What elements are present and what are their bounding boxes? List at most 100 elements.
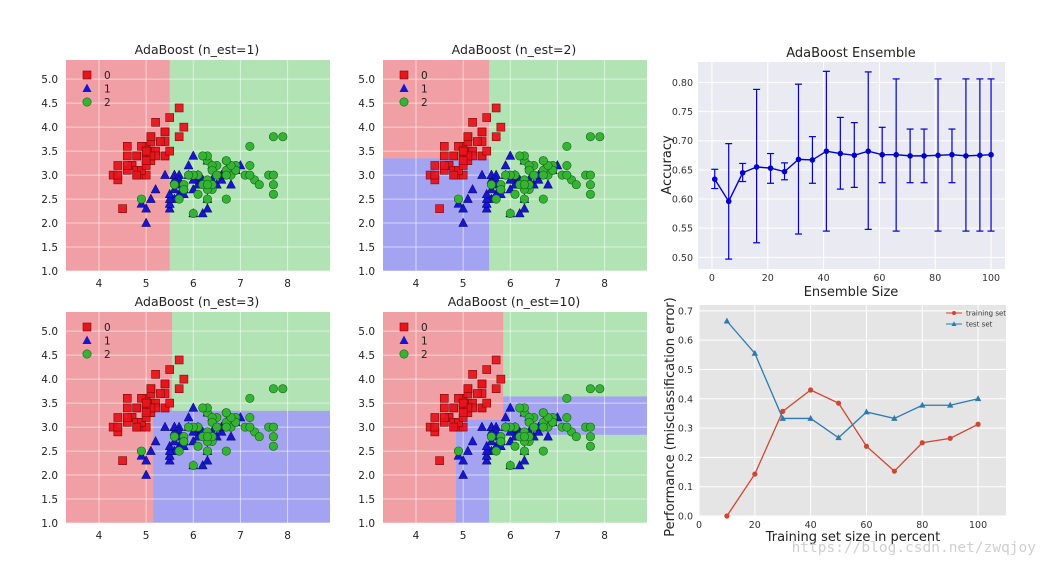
point-class-2 — [585, 189, 595, 199]
point-class-2 — [212, 170, 222, 180]
point-class-0 — [122, 394, 132, 403]
point-class-2 — [268, 441, 278, 451]
y-tick-label: 0.75 — [672, 107, 693, 118]
point-class-2 — [562, 422, 572, 432]
training-set-point — [919, 440, 925, 446]
test-set-point — [863, 408, 870, 415]
point-class-0 — [430, 413, 440, 422]
point-class-1 — [164, 455, 175, 465]
y-tick-label: 4.5 — [358, 98, 375, 110]
point-class-2 — [221, 170, 231, 180]
point-class-0 — [174, 355, 184, 365]
legend-label-class-2: 2 — [421, 349, 428, 361]
point-class-1 — [226, 431, 236, 441]
point-class-0 — [477, 151, 487, 161]
legend-marker-class-1 — [399, 83, 409, 92]
point-class-0 — [439, 403, 449, 413]
point-class-2 — [585, 441, 595, 451]
point-class-2 — [169, 180, 179, 190]
point-class-2 — [174, 446, 184, 456]
accuracy-point — [739, 169, 746, 176]
point-class-0 — [468, 370, 477, 379]
y-tick-label: 0.3 — [678, 424, 693, 435]
accuracy-point — [977, 152, 983, 159]
training-set-point — [975, 421, 981, 427]
x-tick-label: 40 — [805, 520, 817, 531]
x-tick-label: 4 — [96, 278, 103, 290]
point-class-2 — [538, 408, 548, 418]
point-class-0 — [151, 118, 160, 127]
legend-marker-class-1 — [399, 335, 409, 344]
y-tick-label: 1.5 — [41, 242, 58, 254]
point-class-2 — [562, 141, 572, 151]
point-class-0 — [482, 398, 492, 408]
point-class-0 — [482, 113, 492, 122]
ensemble-chart: 0 20 40 60 80 100 0.50 0.55 0.60 0.65 0.70 0.75 0.80 — [672, 62, 1005, 284]
point-class-0 — [118, 456, 127, 465]
point-class-1 — [514, 459, 525, 470]
y-tick-label: 4.0 — [358, 374, 375, 386]
point-class-1 — [481, 188, 492, 199]
point-class-0 — [458, 146, 468, 156]
panel-plot-area — [66, 60, 330, 271]
x-tick-label: 7 — [237, 278, 244, 290]
point-class-0 — [496, 374, 506, 384]
point-class-0 — [165, 146, 175, 156]
x-tick-label: 8 — [284, 530, 291, 542]
point-class-0 — [113, 413, 123, 422]
point-class-1 — [141, 455, 152, 465]
point-class-2 — [221, 408, 231, 418]
test-set-line — [726, 320, 979, 439]
point-class-0 — [454, 142, 463, 151]
point-class-1 — [467, 435, 478, 446]
point-class-1 — [458, 203, 469, 213]
legend-label-class-2: 2 — [104, 349, 111, 361]
point-class-2 — [501, 170, 511, 180]
y-tick-label: 0.80 — [672, 78, 693, 89]
point-class-2 — [278, 132, 288, 142]
accuracy-point — [725, 198, 732, 205]
point-class-0 — [137, 394, 146, 403]
point-class-2 — [179, 436, 189, 446]
point-class-2 — [268, 189, 278, 199]
point-class-2 — [538, 194, 548, 204]
test-set-point — [723, 317, 731, 324]
point-class-1 — [197, 207, 208, 218]
legend-label-class-1: 1 — [104, 84, 111, 96]
decision-panel-3: 4 5 6 7 8 1.0 1.5 2.0 2.5 3.0 3.5 4.0 4.5 5.0 0 12 — [41, 312, 330, 542]
point-class-0 — [491, 103, 501, 113]
x-tick-label: 40 — [818, 273, 830, 284]
x-tick-label: 8 — [284, 278, 291, 290]
point-class-1 — [164, 450, 175, 460]
accuracy-point — [949, 151, 955, 158]
point-class-1 — [141, 203, 152, 213]
point-class-1 — [500, 411, 511, 422]
point-class-0 — [174, 103, 184, 113]
legend-marker-class-0 — [399, 322, 409, 332]
point-class-2 — [453, 194, 463, 204]
point-class-0 — [439, 161, 449, 170]
point-class-2 — [245, 393, 255, 403]
y-tick-label: 3.0 — [41, 422, 58, 434]
legend-label-class-0: 0 — [104, 70, 111, 82]
x-tick-label: 0 — [709, 273, 715, 284]
decision-region-class-2 — [503, 312, 647, 397]
point-class-2 — [245, 141, 255, 151]
point-class-1 — [458, 217, 469, 227]
x-tick-label: 7 — [237, 530, 244, 542]
point-class-0 — [146, 384, 156, 394]
point-class-2 — [486, 180, 496, 190]
panel-title-1: AdaBoost (n_est=1) — [135, 42, 260, 57]
point-class-2 — [169, 432, 179, 442]
point-class-0 — [155, 137, 165, 146]
point-class-1 — [477, 169, 487, 179]
learning-xlabel: Training set size in percent — [765, 530, 941, 545]
point-class-2 — [188, 208, 198, 218]
y-tick-label: 0.6 — [678, 336, 693, 347]
point-class-1 — [164, 198, 175, 208]
test-set-point — [946, 401, 954, 408]
legend-marker-class-1 — [82, 335, 92, 344]
y-tick-label: 1.0 — [358, 518, 375, 530]
point-class-2 — [221, 156, 231, 166]
